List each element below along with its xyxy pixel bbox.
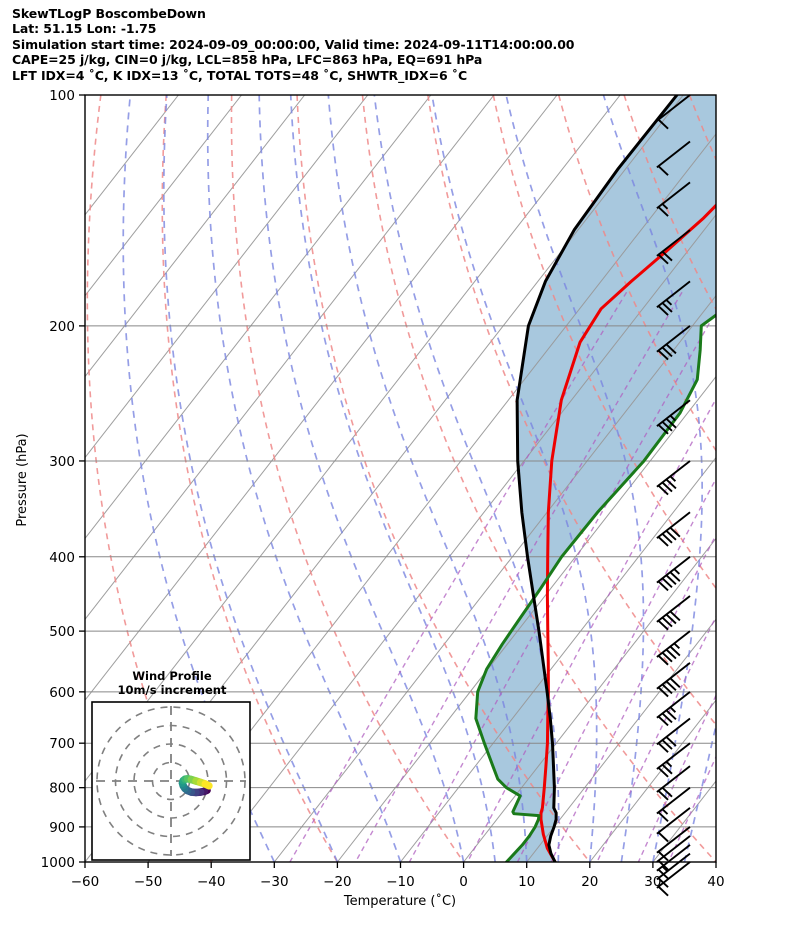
- dry-adiabat-lines: [85, 95, 716, 862]
- wind-barb: [656, 280, 691, 316]
- wind-barb: [656, 595, 691, 631]
- y-tick-label: 800: [49, 781, 75, 797]
- wind-barb: [656, 630, 691, 666]
- y-tick-label: 1000: [41, 855, 75, 871]
- x-tick-label: −40: [197, 874, 226, 890]
- y-tick-label: 600: [49, 685, 75, 701]
- x-tick-label: 30: [644, 874, 661, 890]
- y-tick-label: 700: [49, 736, 75, 752]
- x-axis-ticks: −60 −50 −40 −30 −20 −10 0 10 20 30 40: [71, 862, 725, 890]
- x-tick-label: 10: [518, 874, 535, 890]
- x-tick-label: −60: [71, 874, 100, 890]
- wind-barb: [656, 844, 691, 880]
- header-line-latlon: Lat: 51.15 Lon: -1.75: [12, 21, 157, 37]
- wind-barb: [656, 556, 691, 592]
- wind-barb: [656, 826, 691, 862]
- y-tick-label: 900: [49, 820, 75, 836]
- x-tick-label: −50: [134, 874, 163, 890]
- wind-barb-column: [656, 94, 691, 897]
- wind-barb: [656, 662, 691, 698]
- x-tick-label: 40: [707, 874, 724, 890]
- wind-barb: [656, 229, 691, 265]
- x-tick-label: 0: [459, 874, 468, 890]
- header-block: SkewTLogP BoscombeDown Lat: 51.15 Lon: -…: [12, 6, 782, 83]
- wind-barb: [656, 325, 691, 361]
- wind-barb: [656, 742, 691, 778]
- header-line-indices-1: CAPE=25 j/kg, CIN=0 j/kg, LCL=858 hPa, L…: [12, 52, 483, 68]
- hodograph-plot: [96, 706, 246, 856]
- y-tick-label: 200: [49, 319, 75, 335]
- header-line-title: SkewTLogP BoscombeDown: [12, 6, 206, 21]
- y-tick-label: 500: [49, 624, 75, 640]
- y-tick-label: 400: [49, 550, 75, 566]
- wind-barb: [656, 94, 691, 130]
- wind-barb: [656, 786, 691, 823]
- y-axis-label: Pressure (hPa): [15, 433, 30, 526]
- wind-barb: [656, 399, 691, 435]
- wind-barb: [656, 807, 691, 843]
- y-tick-label: 100: [49, 88, 75, 104]
- x-tick-label: −20: [323, 874, 352, 890]
- mixing-ratio-lines: [289, 291, 716, 862]
- x-axis-label: Temperature (˚C): [343, 893, 456, 909]
- inset-title-line1: Wind Profile: [132, 669, 212, 683]
- wind-barb: [656, 460, 691, 496]
- wind-barb: [656, 861, 691, 897]
- x-tick-label: −10: [386, 874, 415, 890]
- wind-barb: [656, 852, 691, 888]
- header-line-times: Simulation start time: 2024-09-09_00:00:…: [12, 36, 575, 52]
- wind-barb: [656, 140, 691, 176]
- wind-barb: [656, 511, 691, 547]
- x-tick-label: 20: [581, 874, 598, 890]
- wind-barb: [656, 717, 691, 753]
- y-tick-label: 300: [49, 454, 75, 470]
- wind-barb: [656, 691, 691, 727]
- x-tick-label: −30: [260, 874, 289, 890]
- y-axis-ticks: 100 200 300 400 500 600 700 800 900 1000: [41, 88, 85, 871]
- wind-barb: [656, 181, 691, 217]
- wind-profile-inset: Wind Profile 10m/s increment: [91, 669, 251, 861]
- wind-barb: [656, 765, 691, 801]
- cape-shading: [475, 95, 716, 862]
- moist-adiabat-lines: [122, 95, 716, 862]
- header-line-indices-2: LFT IDX=4 ˚C, K IDX=13 ˚C, TOTAL TOTS=48…: [12, 67, 468, 83]
- inset-title-line2: 10m/s increment: [118, 683, 227, 697]
